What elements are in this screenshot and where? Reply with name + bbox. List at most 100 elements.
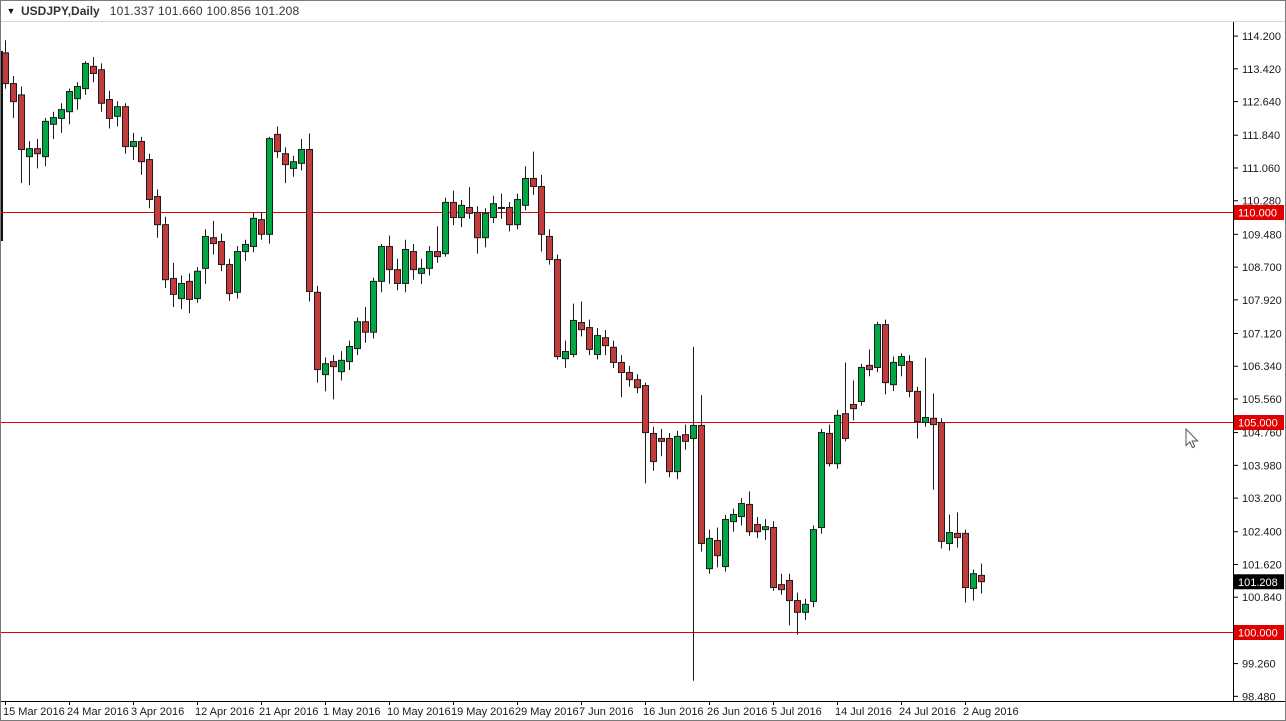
candle-bearish <box>578 322 585 331</box>
date-tick-label: 15 Mar 2016 <box>3 706 65 718</box>
candle-bearish <box>410 251 417 271</box>
date-tick-label: 29 May 2016 <box>515 706 579 718</box>
date-tick-label: 5 Jul 2016 <box>771 706 822 718</box>
price-level-badge <box>1234 415 1284 430</box>
candle-bearish <box>842 413 849 439</box>
price-tick-label: 107.120 <box>1242 328 1282 340</box>
current-price-badge-text: 101.208 <box>1238 577 1278 589</box>
date-tick-label: 14 Jul 2016 <box>835 706 892 718</box>
candle-bullish <box>42 120 49 158</box>
ohlc-quote-values: 101.337 101.660 100.856 101.208 <box>109 4 300 18</box>
candle-bearish <box>34 148 41 155</box>
price-tick-label: 101.620 <box>1242 559 1282 571</box>
candle-bullish <box>250 217 257 248</box>
candle-bullish <box>82 62 89 90</box>
candle-bullish <box>74 86 81 100</box>
date-tick-label: 3 Apr 2016 <box>131 706 184 718</box>
date-tick-label: 26 Jun 2016 <box>707 706 768 718</box>
candle-bearish <box>746 503 753 533</box>
mouse-cursor <box>1185 427 1199 449</box>
candle-bearish <box>938 422 945 542</box>
candle-bearish <box>306 149 313 292</box>
date-tick-label: 16 Jun 2016 <box>643 706 704 718</box>
price-tick-label: 104.760 <box>1242 428 1282 440</box>
price-tick-label: 111.060 <box>1242 163 1280 175</box>
current-price-badge <box>1234 574 1284 590</box>
candle-bullish <box>202 235 209 269</box>
candle-bearish <box>226 264 233 295</box>
price-tick-label: 109.480 <box>1242 229 1282 241</box>
price-tick-label: 112.640 <box>1242 97 1281 109</box>
candle-bullish <box>130 141 137 148</box>
candle-bullish <box>890 361 897 386</box>
candle-bearish <box>282 153 289 166</box>
candle-bearish <box>714 540 721 557</box>
candle-bearish <box>330 361 337 368</box>
price-tick-label: 100.840 <box>1242 592 1282 604</box>
candle-bearish <box>682 434 689 442</box>
candle-bearish <box>98 69 105 104</box>
candle-bearish <box>626 372 633 381</box>
candle-bullish <box>346 345 353 363</box>
candle-bullish <box>834 414 841 465</box>
candle-bullish <box>730 513 737 523</box>
candle-bearish <box>394 269 401 284</box>
candle-bullish <box>178 282 185 300</box>
candle-bullish <box>818 432 825 528</box>
candle-bearish <box>274 133 281 153</box>
candle-bullish <box>690 424 697 439</box>
candle-bearish <box>362 321 369 333</box>
candle-bullish <box>298 149 305 164</box>
price-tick-label: 99.260 <box>1242 659 1276 671</box>
candle-bearish <box>770 527 777 589</box>
date-tick-label: 24 Mar 2016 <box>67 706 129 718</box>
price-tick-label: 113.420 <box>1242 64 1281 76</box>
price-tick-label: 103.980 <box>1242 460 1282 472</box>
candle-bearish <box>610 346 617 363</box>
candle-bearish <box>474 212 481 239</box>
candle-bullish <box>738 503 745 518</box>
collapse-chart-icon[interactable]: ▼ <box>6 6 16 16</box>
candle-bearish <box>538 185 545 235</box>
price-level-badge <box>1234 625 1284 640</box>
candle-bullish <box>522 177 529 206</box>
chart-header: ▼ USDJPY,Daily 101.337 101.660 100.856 1… <box>1 1 1285 22</box>
candle-bullish <box>378 246 385 282</box>
price-level-badge-text: 110.000 <box>1238 208 1277 220</box>
candle-bullish <box>482 212 489 239</box>
date-tick-label: 1 May 2016 <box>323 706 380 718</box>
candle-bullish <box>898 356 905 366</box>
candle-bullish <box>354 321 361 350</box>
candle-bearish <box>434 251 441 258</box>
candle-bearish <box>650 432 657 463</box>
candle-bullish <box>114 106 121 117</box>
candle-bullish <box>514 198 521 226</box>
candle-bearish <box>506 206 513 226</box>
candle-bearish <box>642 385 649 434</box>
date-tick-label: 24 Jul 2016 <box>899 706 956 718</box>
candle-bullish <box>722 519 729 568</box>
candle-bullish <box>490 203 497 219</box>
clipped-candle-artifact <box>1 51 3 241</box>
date-tick-label: 21 Apr 2016 <box>259 706 318 718</box>
candle-bullish <box>674 435 681 473</box>
price-tick-label: 107.920 <box>1242 295 1282 307</box>
date-tick-label: 19 May 2016 <box>451 706 515 718</box>
candle-bearish <box>154 196 161 226</box>
candle-bearish <box>978 574 985 583</box>
candle-bullish <box>946 532 953 544</box>
candle-bearish <box>162 224 169 281</box>
candle-bearish <box>698 424 705 544</box>
candle-bullish <box>922 416 929 423</box>
date-tick-label: 12 Apr 2016 <box>195 706 254 718</box>
candle-bearish <box>530 177 537 187</box>
candle-bearish <box>634 379 641 389</box>
candle-bullish <box>858 366 865 403</box>
candle-bearish <box>954 532 961 539</box>
candle-bearish <box>666 437 673 473</box>
price-tick-label: 105.560 <box>1242 394 1282 406</box>
candle-bearish <box>906 361 913 392</box>
